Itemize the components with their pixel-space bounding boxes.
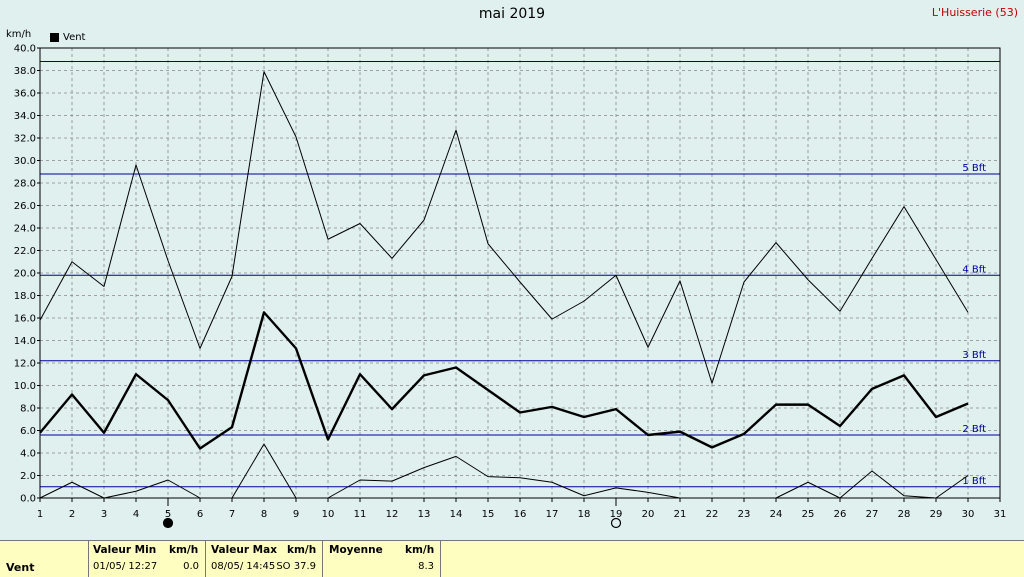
beaufort-label: 5 Bft	[962, 163, 986, 174]
y-tick-label: 24.0	[14, 224, 36, 235]
y-tick-label: 30.0	[14, 156, 36, 167]
y-tick-label: 18.0	[14, 291, 36, 302]
station-name: L'Huisserie (53)	[931, 6, 1018, 19]
moon-markers	[162, 498, 622, 529]
y-tick-label: 14.0	[14, 336, 36, 347]
x-tick-label: 3	[101, 509, 107, 520]
legend-swatch	[50, 33, 59, 42]
x-tick-label: 30	[962, 509, 975, 520]
x-tick-label: 7	[229, 509, 235, 520]
x-tick-label: 28	[898, 509, 911, 520]
footer-series-cell: Vent	[0, 541, 89, 577]
wind-chart: 1 Bft 2 Bft 3 Bft 4 Bft 5 Bft 0.0 2.0 4.0 6.0 8.…	[14, 44, 1007, 529]
max-value: SO 37.9	[276, 561, 316, 572]
avg-label: Moyenne	[329, 544, 383, 556]
legend-label: Vent	[63, 32, 86, 43]
axes	[37, 47, 1001, 502]
series-line	[39, 443, 681, 499]
x-tick-label: 21	[674, 509, 687, 520]
avg-unit: km/h	[405, 544, 435, 556]
y-tick-label: 22.0	[14, 246, 36, 257]
x-tick-label: 23	[738, 509, 751, 520]
x-tick-label: 31	[994, 509, 1007, 520]
full-moon-icon	[610, 517, 622, 529]
x-tick-label: 22	[706, 509, 719, 520]
y-tick-label: 0.0	[20, 494, 36, 505]
beaufort-label: 4 Bft	[962, 264, 986, 275]
footer-max-cell: Valeur Max km/h 08/05/ 14:45 SO 37.9	[206, 541, 323, 577]
beaufort-label: 3 Bft	[962, 350, 986, 361]
min-unit: km/h	[169, 544, 199, 556]
grid	[40, 48, 1000, 498]
x-tick-label: 9	[293, 509, 299, 520]
min-label: Valeur Min	[93, 544, 157, 556]
x-tick-label: 25	[802, 509, 815, 520]
beaufort-lines: 1 Bft 2 Bft 3 Bft 4 Bft 5 Bft	[40, 61, 1000, 488]
x-tick-label: 29	[930, 509, 943, 520]
x-tick-label: 4	[133, 509, 139, 520]
y-axis-unit: km/h	[6, 29, 32, 40]
x-tick-label: 8	[261, 509, 267, 520]
y-tick-label: 2.0	[20, 471, 36, 482]
x-tick-label: 14	[450, 509, 463, 520]
x-tick-label: 11	[354, 509, 367, 520]
y-tick-label: 26.0	[14, 201, 36, 212]
y-tick-label: 6.0	[20, 426, 36, 437]
y-tick-label: 4.0	[20, 449, 36, 460]
x-tick-label: 15	[482, 509, 495, 520]
y-tick-label: 32.0	[14, 134, 36, 145]
legend: Vent	[50, 32, 85, 43]
x-tick-label: 1	[37, 509, 43, 520]
y-tick-label: 40.0	[14, 44, 36, 55]
y-tick-label: 12.0	[14, 359, 36, 370]
x-tick-label: 27	[866, 509, 879, 520]
y-tick-label: 20.0	[14, 269, 36, 280]
x-tick-label: 24	[770, 509, 783, 520]
footer-min-cell: Valeur Min km/h 01/05/ 12:27 0.0	[89, 541, 206, 577]
x-tick-label: 20	[642, 509, 655, 520]
x-tick-label: 5	[165, 509, 171, 520]
x-tick-label: 26	[834, 509, 847, 520]
y-tick-label: 16.0	[14, 314, 36, 325]
max-date: 08/05/ 14:45	[211, 561, 276, 572]
x-tick-label: 10	[322, 509, 335, 520]
max-unit: km/h	[287, 544, 317, 556]
min-date: 01/05/ 12:27	[93, 561, 158, 572]
avg-value: 8.3	[418, 561, 434, 572]
y-tick-label: 8.0	[20, 404, 36, 415]
footer-avg-cell: Moyenne km/h 8.3	[323, 541, 441, 577]
y-tick-label: 28.0	[14, 179, 36, 190]
footer-series-name: Vent	[6, 561, 35, 574]
x-tick-label: 17	[546, 509, 559, 520]
beaufort-label: 1 Bft	[962, 476, 986, 487]
new-moon-icon	[162, 517, 174, 529]
y-tick-label: 38.0	[14, 66, 36, 77]
series-line	[39, 311, 969, 450]
y-tick-label: 34.0	[14, 111, 36, 122]
y-tick-label: 10.0	[14, 381, 36, 392]
max-label: Valeur Max	[211, 544, 277, 556]
tick-labels: 0.0 2.0 4.0 6.0 8.0 10.0 12.0 14.0 16.0 18.0 20.0 2…	[14, 44, 1007, 521]
y-tick-label: 36.0	[14, 89, 36, 100]
chart-title: mai 2019	[478, 6, 546, 22]
x-tick-label: 12	[386, 509, 399, 520]
beaufort-label: 2 Bft	[962, 424, 986, 435]
x-tick-label: 16	[514, 509, 527, 520]
stats-footer: Vent Valeur Min km/h 01/05/ 12:27 0.0 Va…	[0, 540, 1024, 577]
x-tick-label: 19	[610, 509, 623, 520]
x-tick-label: 18	[578, 509, 591, 520]
plot-frame	[39, 47, 1001, 499]
x-tick-label: 13	[418, 509, 431, 520]
series-line	[39, 71, 969, 384]
x-tick-label: 2	[69, 509, 75, 520]
min-value: 0.0	[183, 561, 199, 572]
x-tick-label: 6	[197, 509, 203, 520]
